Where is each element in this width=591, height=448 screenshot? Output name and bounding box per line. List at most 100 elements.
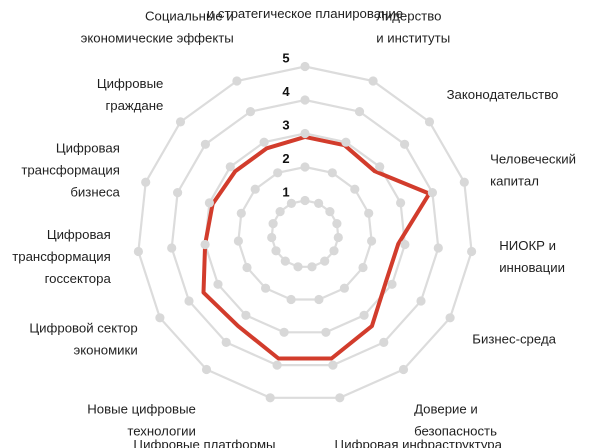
axis-label-9: Новые цифровые технологии (87, 401, 196, 438)
grid-marker (267, 232, 277, 243)
axis-label-line: Цифровая инфраструктура (335, 437, 503, 448)
axis-label-13: Цифровые граждане (97, 76, 163, 113)
grid-marker (201, 364, 212, 375)
grid-marker (328, 360, 338, 370)
axis-label-line: трансформация (21, 162, 120, 177)
grid-marker (433, 243, 443, 253)
grid-marker (280, 256, 290, 266)
grid-marker (359, 310, 369, 320)
grid-marker (300, 162, 310, 172)
grid-marker (155, 313, 165, 323)
grid-marker (321, 327, 331, 337)
axis-label-line: госсектора (45, 271, 112, 286)
grid-marker (286, 198, 296, 208)
grid-marker (416, 296, 426, 306)
grid-marker (286, 294, 296, 305)
grid-marker (364, 208, 374, 218)
tick-label-1: 1 (282, 185, 289, 200)
grid-marker (445, 313, 455, 323)
grid-marker (400, 239, 410, 250)
grid-marker (300, 61, 310, 72)
axis-label-line: и стратегическое планирование (207, 6, 403, 21)
axis-label-line: Социальные и (145, 9, 234, 24)
grid-marker (300, 95, 310, 105)
grid-marker (332, 219, 342, 229)
axis-label-line: Человеческий (490, 151, 576, 166)
grid-marker (259, 137, 269, 147)
grid-marker (424, 117, 435, 127)
grid-marker (398, 364, 409, 375)
axis-label-line: Новые цифровые (87, 401, 196, 416)
grid-ring-1 (270, 199, 340, 268)
grid-marker (268, 219, 278, 229)
grid-marker (241, 310, 251, 320)
grid-marker (375, 162, 385, 172)
axis-label-14: Социальные и экономические эффекты (81, 9, 234, 46)
axis-label-10: Цифровой сектор экономики (29, 321, 137, 358)
grid-marker (167, 243, 177, 253)
axis-label-6: Доверие и безопасность (414, 401, 497, 438)
grid-marker (320, 256, 330, 266)
axis-label-line: безопасность (414, 423, 497, 438)
radar-axis-labels: Государственная политикаи стратегическое… (12, 0, 576, 448)
tick-label-5: 5 (282, 51, 289, 66)
axis-label-line: Цифровая (47, 227, 111, 242)
axis-label-line: Цифровая (56, 140, 120, 155)
axis-label-line: Бизнес-среда (472, 332, 556, 347)
grid-marker (333, 232, 343, 243)
axis-label-0: Государственная политикаи стратегическое… (207, 0, 403, 21)
grid-ring-2 (237, 165, 373, 301)
axis-label-line: и институты (376, 31, 450, 46)
grid-marker (400, 139, 410, 149)
axis-label-line: бизнеса (70, 184, 120, 199)
axis-label-line: экономики (74, 343, 138, 358)
grid-marker (175, 117, 186, 127)
grid-marker (250, 184, 260, 194)
axis-label-8: Цифровые платформы (133, 437, 275, 448)
grid-marker (396, 198, 406, 208)
grid-marker (387, 279, 397, 289)
axis-label-3: Человеческий капитал (490, 151, 576, 188)
grid-marker (379, 337, 389, 347)
grid-marker (271, 246, 281, 256)
axis-label-line: Доверие и (414, 401, 478, 416)
axis-label-7: Цифровая инфраструктура (335, 437, 503, 448)
grid-marker (236, 208, 246, 218)
grid-marker (221, 337, 231, 347)
grid-marker (335, 393, 345, 403)
grid-marker (350, 184, 360, 194)
grid-marker (314, 198, 324, 208)
grid-marker (173, 188, 183, 198)
grid-marker (459, 177, 469, 187)
grid-marker (293, 262, 303, 272)
axis-label-line: Законодательство (447, 87, 559, 102)
radar-markers (133, 61, 477, 403)
axis-label-line: трансформация (12, 249, 111, 264)
grid-marker (272, 360, 282, 370)
grid-ring-4 (170, 98, 440, 367)
axis-label-line: Цифровые платформы (133, 437, 275, 448)
grid-marker (232, 76, 242, 86)
grid-marker (339, 283, 349, 293)
radar-tick-labels: 1 2 3 4 5 (282, 51, 290, 200)
radar-grid (137, 65, 473, 399)
grid-marker (213, 279, 223, 289)
grid-marker (273, 168, 283, 178)
grid-marker (225, 162, 235, 172)
axis-label-4: НИОКР и инновации (499, 238, 565, 275)
grid-marker (358, 262, 368, 273)
axis-label-line: Цифровые (97, 76, 163, 91)
axis-label-1: Лидерство и институты (376, 9, 450, 46)
axis-label-line: инновации (499, 260, 565, 275)
tick-label-4: 4 (282, 84, 290, 99)
grid-marker (265, 393, 275, 403)
grid-marker (325, 207, 335, 217)
grid-marker (368, 76, 378, 86)
grid-marker (275, 207, 285, 217)
axis-label-line: технологии (127, 423, 196, 438)
grid-marker (300, 128, 310, 139)
axis-label-line: граждане (105, 98, 163, 113)
grid-marker (327, 168, 337, 178)
grid-marker (261, 283, 271, 293)
